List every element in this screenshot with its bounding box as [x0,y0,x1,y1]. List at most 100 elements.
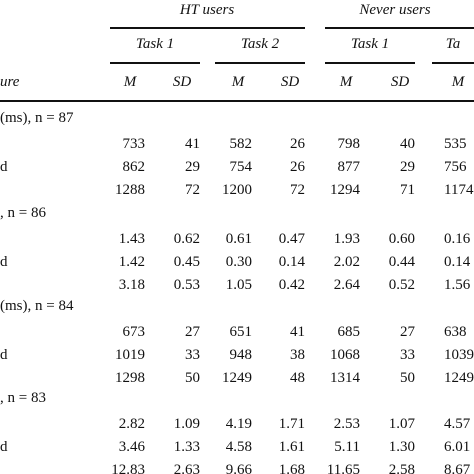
cell: 0.44 [388,254,415,270]
cell: 40 [400,136,415,152]
cell: 12.83 [111,462,145,474]
cell: 1.33 [173,439,200,455]
cell: 27 [400,324,415,340]
group-header: HT users [179,2,235,18]
cell: 1.68 [278,462,305,474]
cell: 0.30 [225,254,252,270]
cell: 1174 [444,182,474,198]
cell: 651 [229,324,253,340]
cell: 1314 [330,370,360,386]
cell: 41 [290,324,305,340]
cell: 11.65 [326,462,360,474]
cell: 41 [185,136,200,152]
cell: 0.16 [444,231,471,247]
cell: 1200 [222,182,252,198]
cell: 733 [122,136,146,152]
cell: 29 [400,159,415,175]
cell: 1.56 [444,277,471,293]
stat-header: M [339,74,353,90]
stat-header: M [231,74,245,90]
cell: 1019 [115,347,145,363]
stat-header: SD [390,74,410,90]
cell: 50 [400,370,415,386]
cell: 2.64 [333,277,360,293]
cell: 48 [290,370,305,386]
rule [110,27,305,29]
stat-header: M [123,74,137,90]
task-header: Task 2 [240,36,280,52]
cell: 38 [290,347,305,363]
stat-header: SD [172,74,192,90]
cell: 685 [337,324,361,340]
cell: 673 [122,324,146,340]
cell: 27 [185,324,200,340]
cell: 5.11 [334,439,360,455]
cell: 4.57 [444,416,471,432]
rule [325,62,415,64]
cell: 0.47 [278,231,305,247]
cell: 0.60 [388,231,415,247]
cell: 2.53 [333,416,360,432]
cell: 26 [290,159,305,175]
row-label: d [0,439,8,455]
cell: 0.61 [225,231,252,247]
cell: 9.66 [225,462,252,474]
cell: 4.19 [225,416,252,432]
cell: 1.61 [278,439,305,455]
cell: 6.01 [444,439,471,455]
task-header: Ta [445,36,461,52]
cell: 756 [444,159,467,175]
cell: 1288 [115,182,145,198]
cell: 3.18 [118,277,145,293]
cell: 29 [185,159,200,175]
cell: 0.53 [173,277,200,293]
cell: 535 [444,136,467,152]
rule [325,27,474,29]
section-label: , n = 86 [0,205,46,221]
cell: 26 [290,136,305,152]
cell: 948 [229,347,253,363]
cell: 71 [400,182,415,198]
stat-header: M [451,74,465,90]
cell: 33 [400,347,415,363]
rule [432,62,474,64]
cell: 8.67 [444,462,471,474]
cell: 862 [122,159,146,175]
cell: 2.63 [173,462,200,474]
cell: 1.07 [388,416,415,432]
cell: 2.82 [118,416,145,432]
section-label: (ms), n = 87 [0,110,74,126]
cell: 1249 [222,370,252,386]
cell: 638 [444,324,467,340]
cell: 1.93 [333,231,360,247]
cell: 1039 [444,347,474,363]
cell: 0.14 [444,254,471,270]
row-label: d [0,254,8,270]
cell: 1249 [444,370,474,386]
cell: 1294 [330,182,360,198]
measure-header: ure [0,74,20,90]
group-header: Never users [359,2,431,18]
cell: 0.42 [278,277,305,293]
row-label: d [0,159,8,175]
cell: 72 [290,182,305,198]
cell: 582 [229,136,253,152]
cell: 1298 [115,370,145,386]
cell: 4.58 [225,439,252,455]
cell: 1.09 [173,416,200,432]
cell: 50 [185,370,200,386]
cell: 0.14 [278,254,305,270]
cell: 1.05 [225,277,252,293]
cell: 72 [185,182,200,198]
cell: 1.71 [278,416,305,432]
stat-header: SD [280,74,300,90]
cell: 754 [229,159,253,175]
cell: 0.62 [173,231,200,247]
cell: 798 [337,136,361,152]
rule [215,62,305,64]
task-header: Task 1 [350,36,390,52]
cell: 1.42 [118,254,145,270]
section-label: , n = 83 [0,390,46,406]
cell: 2.02 [333,254,360,270]
